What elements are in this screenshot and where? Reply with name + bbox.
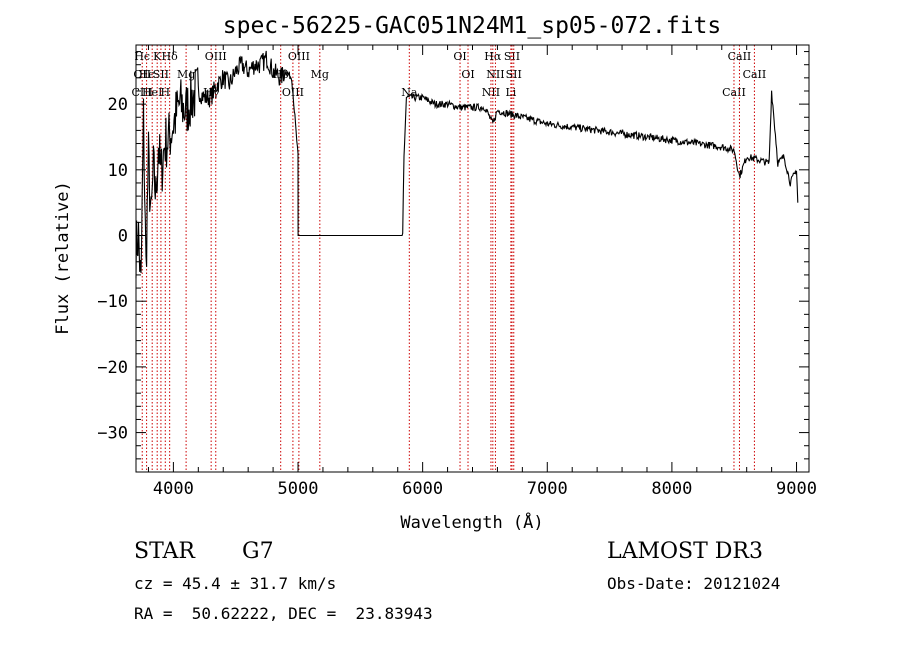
line-marker-label: OIII bbox=[288, 50, 310, 63]
y-tick-label: 10 bbox=[108, 161, 128, 181]
line-marker-label: OIII bbox=[205, 50, 227, 63]
chart-title: spec-56225-GAC051N24M1_sp05-072.fits bbox=[223, 13, 722, 39]
line-marker-label: Mg bbox=[177, 68, 195, 81]
obs-date: Obs-Date: 20121024 bbox=[607, 574, 781, 593]
y-tick-label: −10 bbox=[97, 292, 128, 312]
line-marker-label: SII bbox=[506, 68, 522, 81]
line-marker-label: SII bbox=[153, 68, 169, 81]
line-marker-label: CaII bbox=[743, 68, 767, 81]
spectrum-series bbox=[135, 50, 799, 279]
ra-dec: RA = 50.62222, DEC = 23.83943 bbox=[134, 604, 433, 623]
line-marker-label: OI bbox=[453, 50, 466, 63]
line-marker-label: K bbox=[153, 50, 162, 63]
line-marker-label: CaII bbox=[722, 86, 746, 99]
x-tick-label: 5000 bbox=[278, 479, 319, 499]
line-markers: HϵOIICIIIHϵHeIKSIIHHδMgHγOIIIHβOIIIOIIIM… bbox=[132, 45, 767, 472]
y-tick-label: 20 bbox=[108, 95, 128, 115]
line-marker-label: NII bbox=[486, 68, 504, 81]
x-axis-label: Wavelength (Å) bbox=[400, 511, 543, 533]
x-axis: 4000 5000 6000 7000 8000 9000 bbox=[147, 45, 817, 499]
y-axis-label: Flux (relative) bbox=[53, 181, 73, 335]
line-marker-label: NII bbox=[482, 86, 500, 99]
y-tick-label: 0 bbox=[118, 227, 128, 247]
spectrum-line bbox=[135, 50, 799, 279]
line-marker-label: Hδ bbox=[162, 50, 179, 63]
line-marker-label: Na bbox=[401, 86, 418, 99]
line-marker-label: CIII bbox=[132, 86, 153, 99]
y-tick-label: −20 bbox=[97, 358, 128, 378]
redshift-cz: cz = 45.4 ± 31.7 km/s bbox=[134, 574, 337, 593]
x-tick-label: 9000 bbox=[776, 479, 817, 499]
x-tick-label: 4000 bbox=[153, 479, 194, 499]
x-tick-label: 6000 bbox=[402, 479, 443, 499]
line-marker-label: SII bbox=[504, 50, 520, 63]
survey-name: LAMOST DR3 bbox=[607, 539, 763, 564]
y-axis: −30 −20 −10 0 10 20 bbox=[97, 51, 809, 473]
line-marker-label: Mg bbox=[311, 68, 329, 81]
line-marker-label: H bbox=[160, 86, 170, 99]
line-marker-label: HeI bbox=[142, 86, 162, 99]
object-class: STAR bbox=[134, 539, 195, 564]
x-tick-label: 7000 bbox=[527, 479, 568, 499]
y-tick-label: −30 bbox=[97, 424, 128, 444]
line-marker-label: Li bbox=[505, 86, 516, 99]
line-marker-label: Hα bbox=[484, 50, 502, 63]
line-marker-label: Hϵ bbox=[139, 68, 155, 81]
line-marker-label: OI bbox=[461, 68, 474, 81]
line-marker-label: CaII bbox=[728, 50, 752, 63]
object-subclass: G7 bbox=[242, 539, 274, 564]
x-tick-label: 8000 bbox=[651, 479, 692, 499]
